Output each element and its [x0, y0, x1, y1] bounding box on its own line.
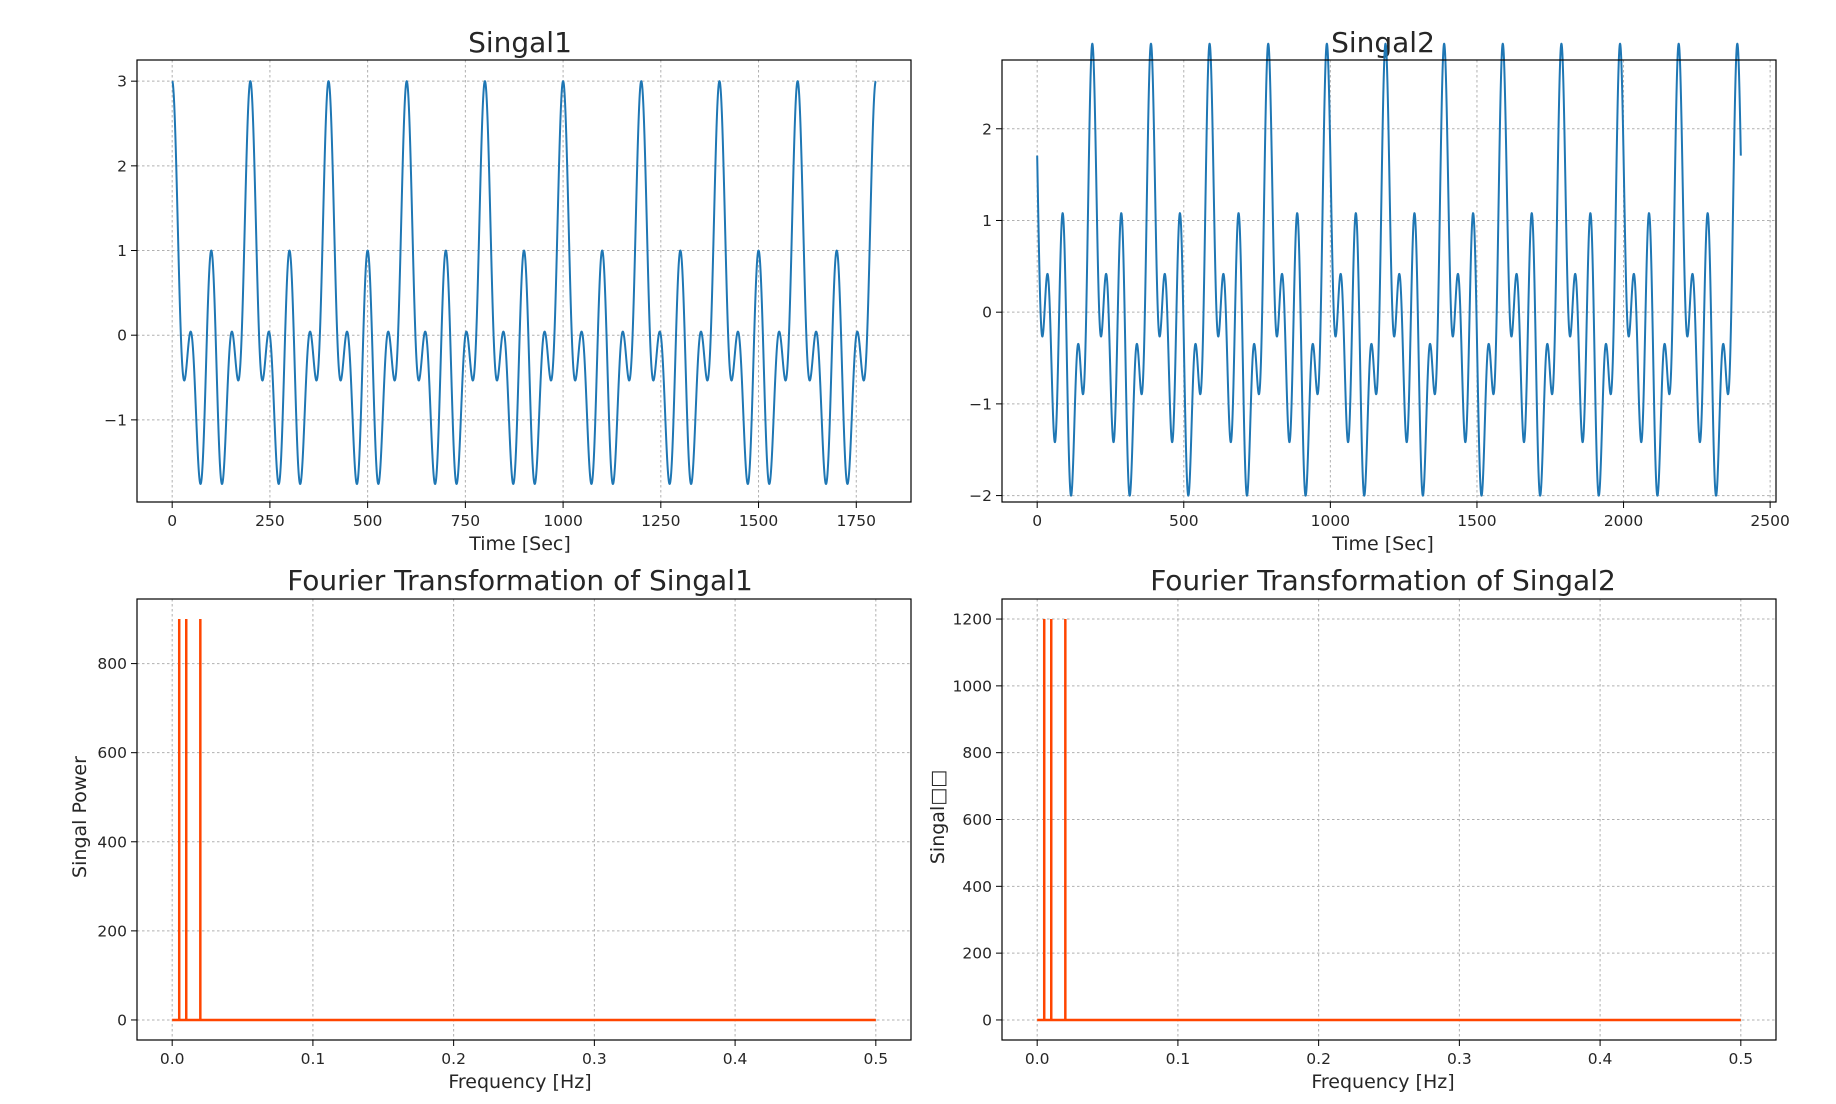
subplot-singal1: Singal1 Time [Sec] 0 250 500 750 1000 1250 150…: [104, 26, 912, 555]
y-tick-label: 3: [117, 73, 127, 91]
x-tick-label: 0.2: [441, 1050, 466, 1068]
axes-frame: [136, 598, 912, 1041]
x-tick-label: 750: [451, 512, 481, 530]
x-tick-label: 0.1: [1166, 1050, 1191, 1068]
y-tick-label: 600: [97, 744, 127, 762]
x-tick-label: 0.0: [160, 1050, 185, 1068]
subplot-fourier-singal2: Fourier Transformation of Singal2 Freque…: [927, 564, 1777, 1093]
x-tick-label: 0.3: [582, 1050, 607, 1068]
spectrum-line: [172, 619, 876, 1022]
x-tick-label: 0.2: [1306, 1050, 1331, 1068]
x-tick-label: 1250: [641, 512, 680, 530]
x-tick-label: 0.0: [1025, 1050, 1050, 1068]
chart-title: Singal1: [468, 26, 572, 59]
y-tick-label: 800: [962, 744, 992, 762]
x-tick-label: 1750: [837, 512, 876, 530]
y-tick-label: 600: [962, 811, 992, 829]
x-tick-label: 250: [255, 512, 285, 530]
x-tick-label: 0.1: [301, 1050, 326, 1068]
axes-frame: [1001, 59, 1777, 503]
y-tick-label: 800: [97, 655, 127, 673]
y-tick-label: −2: [969, 487, 992, 505]
y-tick-label: −1: [969, 395, 992, 413]
x-tick-label: 0.3: [1447, 1050, 1472, 1068]
y-axis-label: Singal□□: [927, 770, 949, 864]
x-tick-label: 0: [1032, 512, 1042, 530]
series-line: [1036, 42, 1742, 497]
x-tick-label: 0: [167, 512, 177, 530]
y-tick-label: 0: [117, 327, 127, 345]
y-tick-label: 0: [982, 304, 992, 322]
x-tick-label: 1000: [543, 512, 582, 530]
y-tick-label: −1: [104, 411, 127, 429]
x-axis-label: Frequency [Hz]: [1311, 1071, 1454, 1093]
x-tick-label: 500: [353, 512, 383, 530]
x-tick-label: 2000: [1604, 512, 1643, 530]
y-tick-label: 400: [97, 833, 127, 851]
axes-frame: [136, 59, 912, 503]
subplot-fourier-singal1: Fourier Transformation of Singal1 Freque…: [69, 564, 912, 1093]
x-tick-label: 500: [1169, 512, 1199, 530]
x-tick-label: 0.5: [863, 1050, 888, 1068]
subplot-singal2: Singal2 Time [Sec] 0 500 1000 1500 2000 2500 −…: [969, 26, 1790, 555]
y-tick-label: 2: [982, 120, 992, 138]
series-line: [171, 80, 877, 485]
y-tick-label: 0: [117, 1011, 127, 1029]
chart-title: Singal2: [1331, 26, 1435, 59]
x-tick-label: 0.4: [723, 1050, 748, 1068]
y-tick-label: 400: [962, 878, 992, 896]
y-tick-label: 1: [982, 212, 992, 230]
x-axis-label: Time [Sec]: [468, 533, 571, 555]
y-tick-label: 0: [982, 1011, 992, 1029]
x-tick-label: 0.4: [1588, 1050, 1613, 1068]
x-tick-label: 1500: [739, 512, 778, 530]
spectrum-line: [1037, 619, 1741, 1022]
y-tick-label: 200: [97, 922, 127, 940]
chart-title: Fourier Transformation of Singal2: [1150, 564, 1616, 597]
y-tick-label: 2: [117, 157, 127, 175]
x-tick-label: 1500: [1457, 512, 1496, 530]
y-tick-label: 1: [117, 242, 127, 260]
x-axis-label: Frequency [Hz]: [448, 1071, 591, 1093]
y-tick-label: 1000: [953, 677, 992, 695]
y-axis-label: Singal Power: [69, 756, 91, 878]
x-axis-label: Time [Sec]: [1331, 533, 1434, 555]
x-tick-label: 0.5: [1728, 1050, 1753, 1068]
y-tick-label: 200: [962, 945, 992, 963]
chart-title: Fourier Transformation of Singal1: [287, 564, 753, 597]
x-tick-label: 2500: [1750, 512, 1789, 530]
x-tick-label: 1000: [1311, 512, 1350, 530]
y-tick-label: 1200: [953, 611, 992, 629]
